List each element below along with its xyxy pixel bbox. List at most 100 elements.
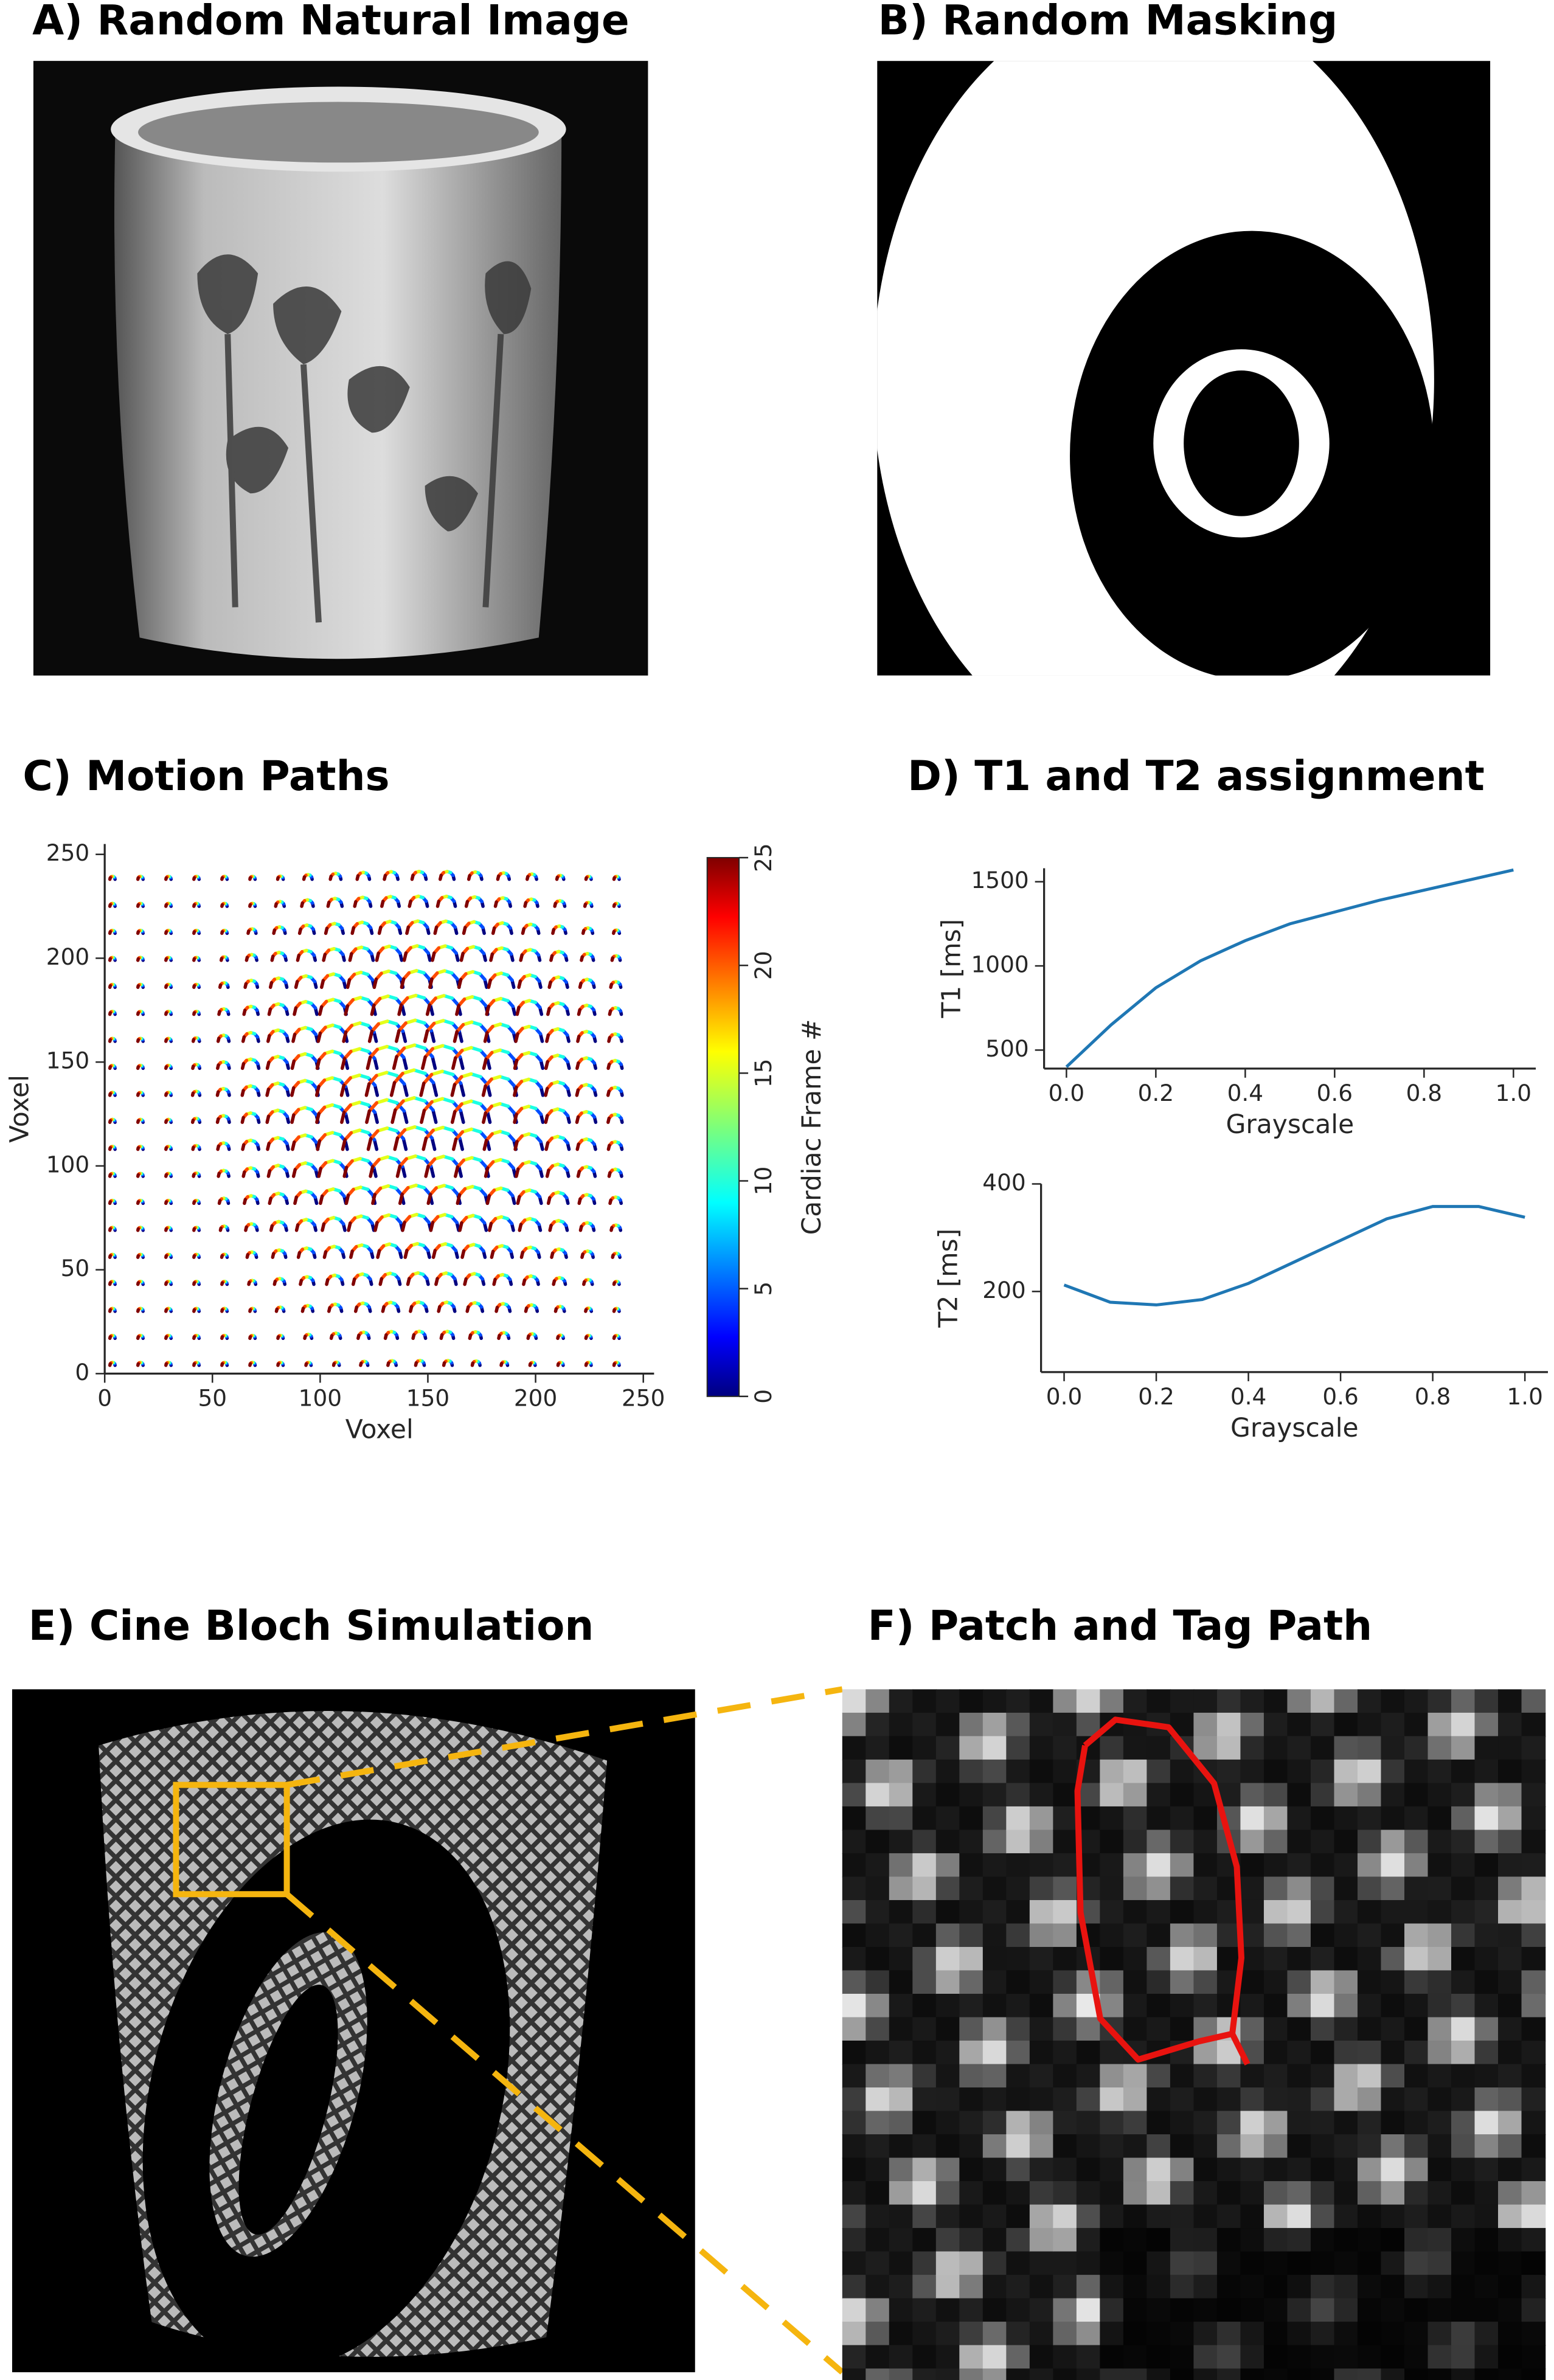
patch-pixel bbox=[1357, 2064, 1382, 2089]
motion-path bbox=[493, 900, 498, 908]
patch-pixel bbox=[1310, 2157, 1335, 2182]
motion-path bbox=[383, 873, 387, 881]
patch-pixel bbox=[1170, 2181, 1195, 2205]
motion-path bbox=[271, 1252, 276, 1259]
patch-pixel bbox=[982, 2041, 1007, 2065]
patch-pixel bbox=[865, 2298, 890, 2323]
motion-path bbox=[398, 1192, 404, 1206]
patch-pixel bbox=[1146, 1993, 1171, 2018]
patch-pixel bbox=[1053, 2181, 1078, 2205]
patch-pixel bbox=[912, 2041, 937, 2065]
patch-pixel bbox=[1474, 2017, 1499, 2042]
patch-pixel bbox=[1146, 2064, 1171, 2089]
patch-pixel bbox=[982, 1830, 1007, 1854]
patch-pixel bbox=[1053, 1899, 1078, 1924]
motion-path bbox=[411, 1333, 416, 1341]
motion-path bbox=[389, 1081, 397, 1097]
patch-pixel bbox=[865, 2345, 890, 2370]
patch-pixel bbox=[1006, 2204, 1031, 2229]
y-axis-label: T2 [ms] bbox=[934, 1229, 963, 1328]
patch-pixel bbox=[1123, 1946, 1148, 1971]
patch-pixel bbox=[1451, 1830, 1476, 1854]
patch-pixel bbox=[982, 2345, 1007, 2370]
patch-pixel bbox=[1146, 2298, 1171, 2323]
patch-pixel bbox=[1310, 2368, 1335, 2380]
patch-pixel bbox=[1287, 1923, 1312, 1948]
patch-pixel bbox=[1427, 1759, 1452, 1784]
patch-pixel bbox=[1146, 1853, 1171, 1878]
patch-pixel bbox=[1287, 2345, 1312, 2370]
patch-pixel bbox=[1006, 1899, 1031, 1924]
patch-pixel bbox=[1521, 2181, 1546, 2205]
patch-pixel bbox=[865, 2368, 890, 2380]
patch-pixel bbox=[1334, 2228, 1359, 2252]
patch-pixel bbox=[865, 2322, 890, 2346]
motion-path bbox=[164, 1092, 168, 1097]
patch-pixel bbox=[1474, 1899, 1499, 1924]
patch-pixel bbox=[1240, 1923, 1265, 1948]
patch-pixel bbox=[982, 2298, 1007, 2323]
patch-pixel bbox=[1076, 2368, 1101, 2380]
patch-pixel bbox=[1240, 2181, 1265, 2205]
patch-pixel bbox=[1100, 1689, 1125, 1714]
patch-pixel bbox=[842, 1830, 867, 1854]
patch-pixel bbox=[1287, 2204, 1312, 2229]
patch-pixel bbox=[1357, 1712, 1382, 1737]
patch-pixel bbox=[842, 2041, 867, 2065]
patch-pixel bbox=[982, 2275, 1007, 2299]
patch-pixel bbox=[1053, 2228, 1078, 2252]
motion-path bbox=[269, 1224, 274, 1232]
patch-pixel bbox=[1146, 1899, 1171, 1924]
patch-pixel bbox=[865, 1830, 890, 1854]
motion-path bbox=[164, 1173, 168, 1178]
patch-pixel bbox=[1287, 1736, 1312, 1761]
patch-pixel bbox=[1498, 2298, 1522, 2323]
motion-path bbox=[315, 1058, 321, 1070]
patch-pixel bbox=[1146, 1759, 1171, 1784]
x-tick-label: 0.2 bbox=[1138, 1080, 1174, 1106]
patch-pixel bbox=[1334, 1806, 1359, 1831]
patch-pixel bbox=[1076, 2134, 1101, 2159]
patch-pixel bbox=[912, 2017, 937, 2042]
motion-path bbox=[453, 1075, 463, 1086]
motion-path bbox=[241, 1143, 246, 1151]
motion-path bbox=[459, 951, 465, 962]
motion-path bbox=[392, 1055, 398, 1070]
motion-path bbox=[435, 900, 441, 908]
motion-path bbox=[319, 1194, 324, 1206]
patch-pixel bbox=[1123, 2017, 1148, 2042]
patch-pixel bbox=[1263, 1830, 1288, 1854]
patch-pixel bbox=[889, 2087, 914, 2112]
motion-path bbox=[191, 1038, 196, 1043]
patch-pixel bbox=[1100, 2064, 1125, 2089]
patch-pixel bbox=[1193, 2204, 1218, 2229]
patch-pixel bbox=[1263, 1759, 1288, 1784]
patch-pixel bbox=[1521, 1946, 1546, 1971]
motion-path bbox=[612, 1281, 616, 1286]
patch-pixel bbox=[1100, 1853, 1125, 1878]
motion-path bbox=[425, 1021, 436, 1033]
motion-path bbox=[485, 1110, 492, 1124]
patch-pixel bbox=[1006, 2181, 1031, 2205]
patch-pixel bbox=[1100, 2134, 1125, 2159]
motion-path bbox=[546, 1196, 552, 1206]
motion-path bbox=[347, 1221, 352, 1232]
motion-path bbox=[192, 1254, 196, 1259]
patch-pixel bbox=[1006, 1712, 1031, 1737]
patch-pixel bbox=[1216, 2298, 1241, 2323]
patch-pixel bbox=[842, 2228, 867, 2252]
patch-pixel bbox=[1404, 2298, 1429, 2323]
motion-path bbox=[341, 1138, 347, 1151]
motion-path bbox=[402, 1043, 417, 1050]
motion-path bbox=[462, 926, 467, 935]
patch-pixel bbox=[1123, 2111, 1148, 2135]
patch-pixel bbox=[1193, 1876, 1218, 1901]
patch-pixel bbox=[1334, 2064, 1359, 2089]
motion-path bbox=[428, 977, 434, 989]
patch-pixel bbox=[1521, 1712, 1546, 1737]
patch-pixel bbox=[935, 2017, 960, 2042]
motion-path bbox=[136, 1200, 140, 1206]
patch-pixel bbox=[842, 1736, 867, 1761]
motion-path bbox=[366, 1055, 372, 1070]
patch-pixel bbox=[1474, 1712, 1499, 1737]
